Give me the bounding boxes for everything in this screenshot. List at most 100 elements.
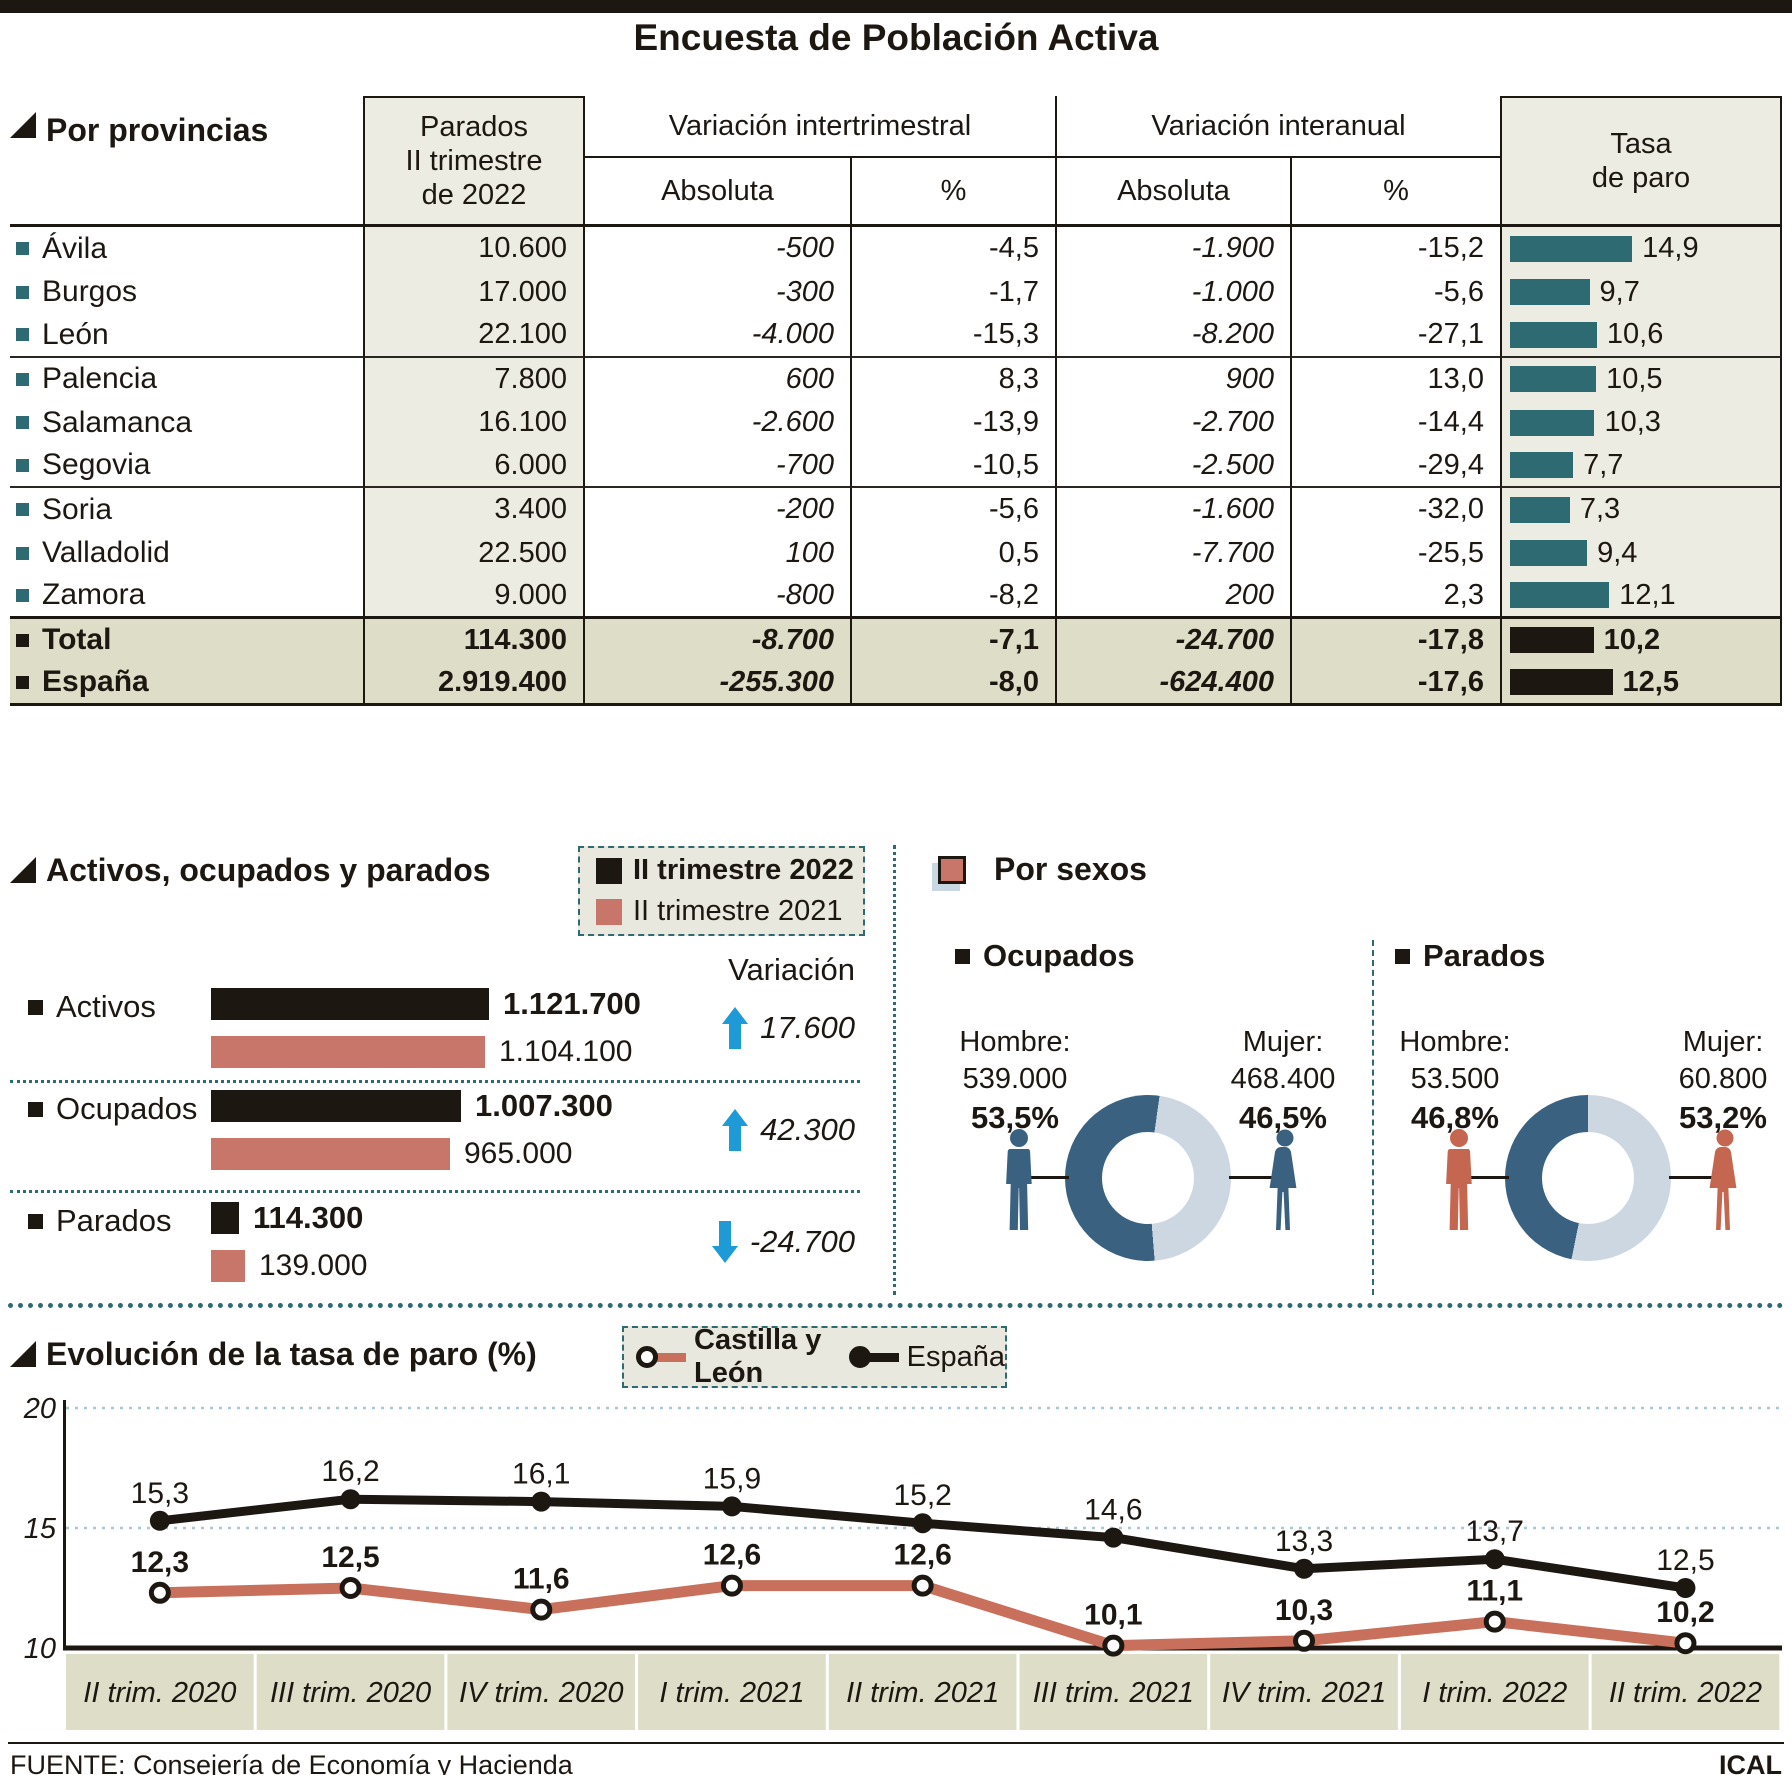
cyl-point <box>1483 1610 1506 1633</box>
male-ocupados-label: Hombre: <box>959 1026 1071 1058</box>
por-sexos-title: Por sexos <box>994 851 1147 887</box>
bar-2022 <box>211 988 489 1020</box>
teal-square-icon <box>16 328 29 342</box>
arrow-up-icon <box>722 1007 749 1049</box>
male-parados: Hombre: 53.500 46,8% <box>1385 1024 1525 1138</box>
bar-group-name: Ocupados <box>56 1091 198 1126</box>
variation-ocupados: 42.300 <box>660 1108 855 1152</box>
cell-tasa-de-paro: 10,6 <box>1500 314 1782 358</box>
province-name: Valladolid <box>42 536 170 570</box>
male-parados-pct: 46,8% <box>1411 1100 1499 1135</box>
cell-parados: 3.400 <box>363 488 585 532</box>
tasa-bar <box>1510 496 1570 523</box>
x-tick-label: III trim. 2021 <box>1033 1677 1194 1709</box>
bar-2021-value: 965.000 <box>464 1137 573 1170</box>
tasa-value: 14,9 <box>1642 232 1699 265</box>
female-parados-label: Mujer: <box>1682 1026 1764 1058</box>
x-tick-label: II trim. 2021 <box>846 1677 999 1709</box>
column-header-absoluta-anual: Absoluta <box>1055 158 1290 224</box>
cell-var-trim-absoluta: -200 <box>775 493 834 526</box>
province-name: León <box>42 317 109 351</box>
cell-var-anual-pct: -15,2 <box>1290 227 1500 271</box>
section-triangle-icon <box>10 1341 36 1367</box>
connector-line <box>1025 1176 1069 1179</box>
female-ocupados-label: Mujer: <box>1242 1026 1324 1058</box>
tasa-bar <box>1510 540 1588 567</box>
tasa-bar <box>1510 366 1597 393</box>
man-silhouette-icon <box>1446 1129 1472 1230</box>
cell-var-trim-absoluta: -4.000 <box>585 314 850 358</box>
legend-item-castilla-y-leon: Castilla y León <box>636 1324 827 1390</box>
cell-var-trim-pct: -1,7 <box>850 270 1055 314</box>
x-tick-label: I trim. 2021 <box>659 1677 804 1709</box>
female-ocupados-value: 468.400 <box>1230 1063 1336 1095</box>
cell-var-trim-pct: -10,5 <box>850 444 1055 488</box>
x-tick-label: IV trim. 2020 <box>459 1677 623 1709</box>
x-tick-box <box>1019 1654 1208 1730</box>
table-section-title: Por provincias <box>10 96 363 224</box>
espana-point <box>1484 1549 1505 1570</box>
teal-square-icon <box>16 372 29 386</box>
espana-value-label: 14,6 <box>1084 1494 1142 1527</box>
y-tick-label: 20 <box>23 1393 56 1425</box>
cell-var-anual-pct: 13,0 <box>1290 357 1500 401</box>
espana-value-label: 12,5 <box>1656 1544 1714 1577</box>
black-square-icon <box>1395 948 1410 964</box>
cell-var-trim-absoluta: 100 <box>785 536 834 569</box>
table-row-label: Salamanca <box>10 401 363 445</box>
cyl-value-label: 12,5 <box>321 1541 379 1574</box>
table-row-label: León <box>10 314 363 358</box>
table-row-label: Ávila <box>10 227 363 271</box>
tasa-bar <box>1510 279 1590 306</box>
x-tick-box <box>828 1654 1017 1730</box>
cell-var-anual-absoluta: -1.000 <box>1055 270 1290 314</box>
male-ocupados-pct: 53,5% <box>971 1100 1059 1135</box>
espana-value-label: 13,7 <box>1466 1515 1524 1548</box>
section-separator <box>8 1303 1784 1308</box>
cell-var-trim-absoluta: -700 <box>585 445 850 488</box>
connector-line <box>1229 1176 1273 1179</box>
male-ocupados-value: 539.000 <box>962 1063 1068 1095</box>
male-parados-label: Hombre: <box>1399 1026 1511 1058</box>
espana-point <box>1675 1578 1696 1598</box>
page-title: Encuesta de Población Activa <box>633 17 1159 58</box>
male-ocupados: Hombre: 539.000 53,5% <box>945 1024 1085 1138</box>
section-triangle-icon <box>10 857 36 883</box>
cell-parados: 17.000 <box>363 270 585 314</box>
variation-value: 17.600 <box>760 1010 855 1045</box>
column-header-pct-anual: % <box>1290 158 1500 224</box>
tasa-value: 7,7 <box>1583 448 1624 481</box>
cell-tasa-de-paro: 10,3 <box>1500 401 1782 445</box>
cyl-point <box>911 1574 934 1597</box>
credit-text: ICAL <box>1719 1750 1782 1775</box>
cyl-value-label: 11,6 <box>513 1563 570 1596</box>
espana-point <box>1103 1527 1124 1548</box>
legend-swatch-2022 <box>596 857 622 884</box>
cell-parados: 9.000 <box>363 575 585 619</box>
cell-tasa-de-paro: 9,4 <box>1500 531 1782 575</box>
cell-tasa-de-paro: 10,2 <box>1500 618 1782 662</box>
bar-group-label-activos: Activos <box>28 989 156 1025</box>
tasa-bar <box>1510 235 1633 262</box>
espana-value-label: 16,1 <box>512 1458 570 1491</box>
espana-value-label: 16,2 <box>321 1455 379 1488</box>
female-parados-pct: 53,2% <box>1679 1100 1767 1135</box>
cell-var-anual-pct: -17,8 <box>1290 618 1500 662</box>
province-name: España <box>42 665 149 699</box>
cyl-value-label: 12,6 <box>893 1539 951 1572</box>
cell-var-trim-pct: -4,5 <box>850 227 1055 271</box>
bar-group-name: Activos <box>56 989 156 1024</box>
cell-tasa-de-paro: 12,5 <box>1500 662 1782 706</box>
table-row-label: Palencia <box>10 358 363 402</box>
espana-point <box>912 1513 933 1534</box>
cell-var-anual-absoluta: -2.500 <box>1055 444 1290 488</box>
espana-value-label: 15,9 <box>703 1462 761 1495</box>
table-row-label: Soria <box>10 488 363 532</box>
espana-point <box>1294 1558 1315 1579</box>
tasa-value: 7,3 <box>1579 493 1621 526</box>
tasa-value: 10,3 <box>1604 406 1661 439</box>
cyl-point <box>720 1574 743 1597</box>
column-header-absoluta-trim: Absoluta <box>661 174 774 207</box>
cyl-value-label: 10,3 <box>1275 1594 1333 1627</box>
panel-name: Ocupados <box>983 938 1135 973</box>
